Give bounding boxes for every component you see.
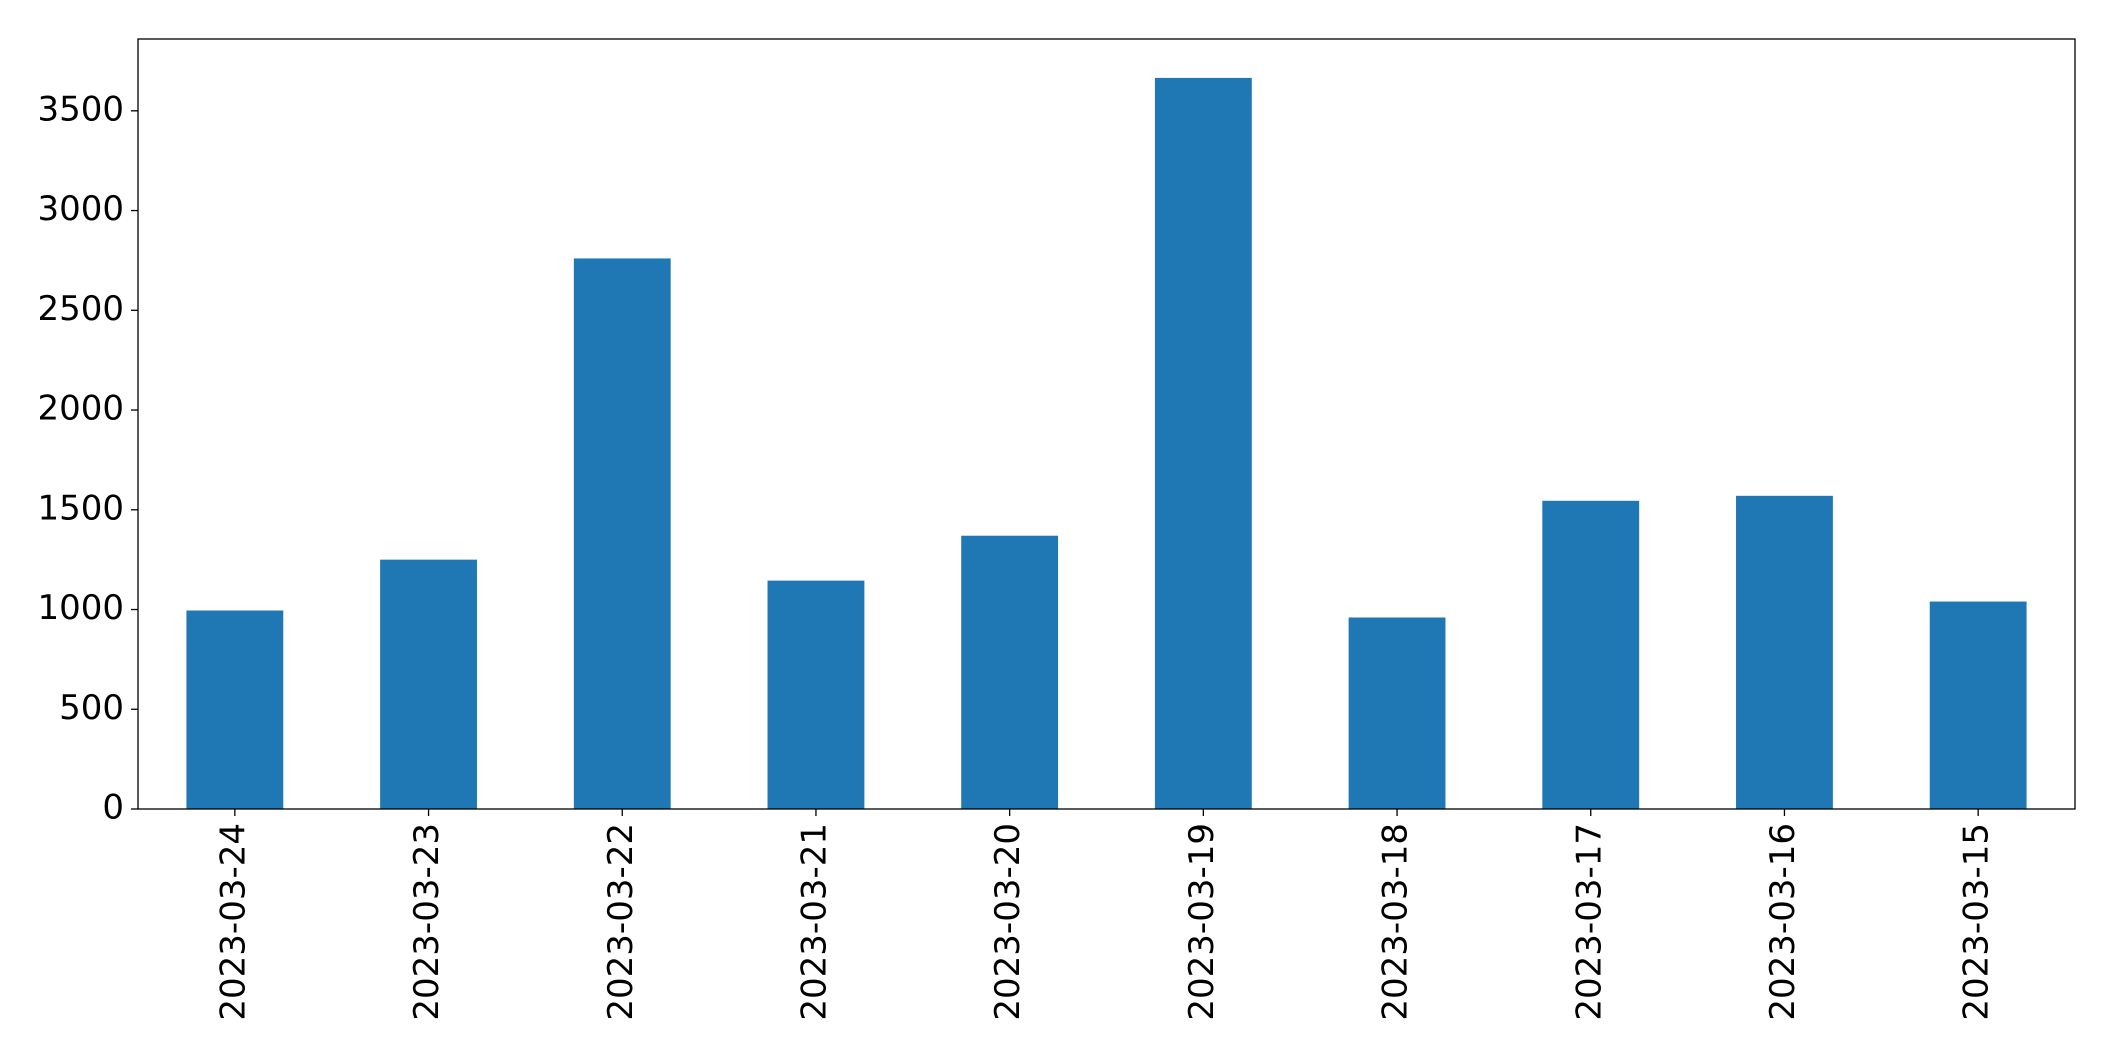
y-tick-label: 3000 [37,189,124,229]
y-tick-label: 1500 [37,488,124,528]
bar [1154,77,1252,809]
x-tick-label: 2023-03-17 [1569,823,1609,1021]
bar [573,258,671,809]
bar [961,535,1059,809]
bar [1929,601,2027,809]
bar [1736,495,1833,809]
y-tick-label: 500 [59,688,124,728]
y-tick-label: 0 [102,788,124,828]
x-tick-label: 2023-03-20 [988,823,1028,1021]
x-tick-label: 2023-03-24 [213,823,253,1021]
x-tick-label: 2023-03-19 [1182,823,1222,1021]
x-tick-label: 2023-03-16 [1763,823,1803,1021]
y-tick-label: 2500 [37,289,124,329]
y-tick-label: 3500 [37,89,124,129]
x-tick-label: 2023-03-18 [1376,823,1416,1021]
x-tick-label: 2023-03-23 [407,823,447,1021]
bar [767,580,865,809]
bar [1348,617,1446,809]
plot-frame [137,38,2076,810]
bar [1542,500,1640,809]
bar [186,610,284,809]
y-tick-label: 1000 [37,588,124,628]
x-tick-label: 2023-03-15 [1957,823,1997,1021]
x-tick-label: 2023-03-22 [601,823,641,1021]
bar [380,559,477,809]
y-tick-label: 2000 [37,389,124,429]
x-tick-label: 2023-03-21 [794,823,834,1021]
